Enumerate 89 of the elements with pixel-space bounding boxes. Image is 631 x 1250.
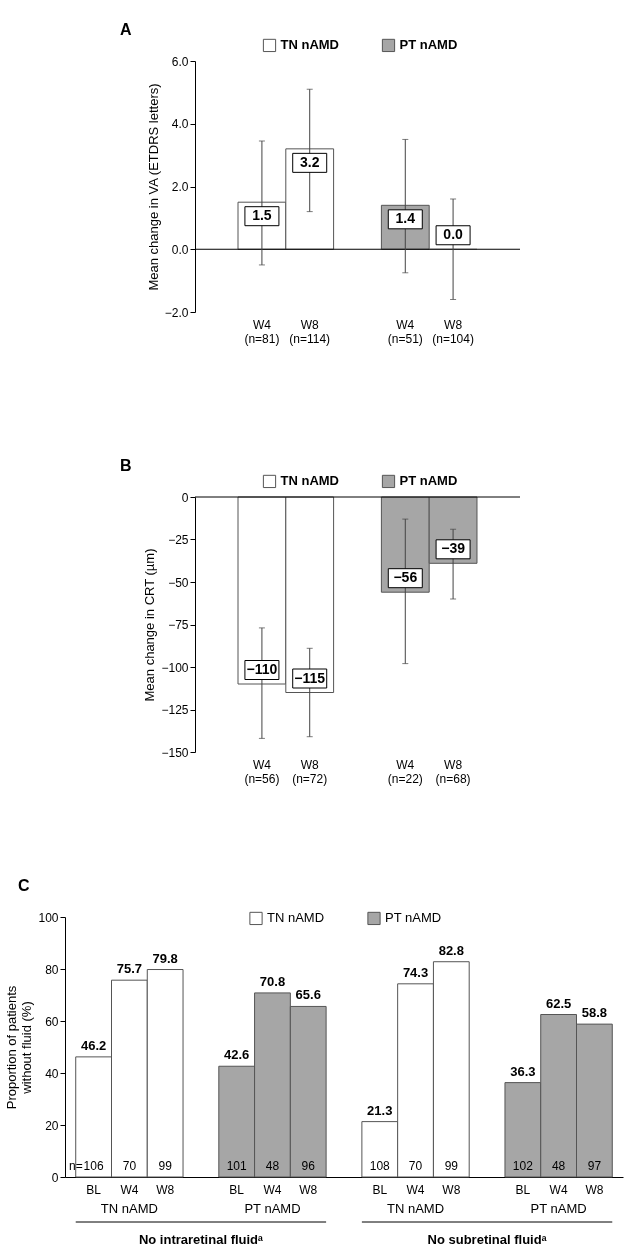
x-tick-label: W8 (n=114) [289, 317, 331, 346]
x-tick-label: W4 [549, 1182, 568, 1197]
x-tick-label: BL [229, 1182, 245, 1197]
data-label: 0.0 [443, 226, 464, 243]
chart-title: B [120, 457, 132, 474]
data-label: 42.6 [224, 1047, 250, 1063]
data-label: 36.3 [510, 1063, 536, 1079]
y-tick-label: −75 [168, 618, 189, 632]
annotation: 96 [301, 1159, 316, 1173]
data-label: 21.3 [367, 1102, 393, 1118]
y-tick-label: 4.0 [171, 117, 189, 132]
data-label: 1.5 [252, 207, 272, 224]
text: PT nAMD [244, 1201, 301, 1216]
legend-label: TN nAMD [267, 910, 325, 926]
x-tick-label: W4 [263, 1182, 282, 1197]
x-tick-label: W4 (n=22) [387, 757, 423, 786]
x-tick-label: W8 [156, 1182, 175, 1197]
x-tick-label: W4 (n=56) [244, 757, 280, 786]
text: No intraretinal fluidᵃ [138, 1232, 264, 1247]
data-label: 79.8 [152, 950, 178, 966]
y-axis-title: Proportion of patients without fluid (%) [4, 985, 35, 1110]
x-tick-label: W4 [120, 1182, 139, 1197]
annotation: 99 [444, 1159, 459, 1173]
x-tick-label: W8 (n=104) [432, 317, 474, 346]
y-tick-label: 80 [45, 962, 59, 977]
y-tick-label: 60 [45, 1014, 59, 1029]
y-tick-label: −150 [161, 745, 189, 760]
legend-label: PT nAMD [399, 473, 458, 489]
y-tick-label: 100 [38, 910, 59, 925]
y-tick-label: 0 [51, 1170, 59, 1185]
x-tick-label: W8 [585, 1182, 604, 1197]
y-tick-label: −25 [168, 533, 189, 547]
x-tick-label: W4 (n=81) [244, 317, 280, 346]
annotation: 48 [265, 1159, 280, 1173]
y-tick-label: 2.0 [171, 180, 189, 194]
annotation: n= [69, 1159, 83, 1173]
legend-label: PT nAMD [399, 37, 458, 53]
y-tick-label: −2.0 [164, 305, 189, 320]
x-tick-label: BL [372, 1182, 388, 1197]
y-axis-title: Mean change in VA (ETDRS letters) [145, 83, 161, 291]
data-label: 62.5 [545, 995, 572, 1011]
annotation: 48 [551, 1159, 566, 1173]
x-tick-label: W8 (n=68) [435, 757, 471, 786]
y-axis-title: Mean change in CRT (µm) [142, 548, 158, 702]
annotation: 106 [83, 1159, 104, 1173]
data-label: −115 [294, 669, 326, 686]
data-label: −56 [393, 569, 418, 586]
y-tick-label: −125 [161, 703, 189, 717]
x-tick-label: BL [515, 1182, 531, 1197]
x-tick-label: W4 [406, 1182, 425, 1197]
y-tick-label: 0.0 [171, 242, 189, 257]
annotation: 102 [512, 1159, 534, 1173]
annotation: 108 [369, 1159, 391, 1173]
annotation: 101 [226, 1159, 248, 1173]
data-label: 46.2 [80, 1037, 107, 1053]
annotation: 97 [587, 1159, 602, 1173]
chart-title: C [18, 877, 30, 894]
y-tick-label: 6.0 [171, 54, 189, 69]
y-tick-label: −100 [161, 660, 189, 675]
data-label: −39 [441, 540, 466, 557]
data-label: 1.4 [395, 210, 416, 227]
annotation: 70 [408, 1159, 423, 1173]
x-tick-label: W8 [299, 1182, 318, 1197]
data-label: 75.7 [116, 961, 143, 977]
text: TN nAMD [387, 1201, 445, 1216]
annotation: 99 [158, 1159, 173, 1173]
chart-title: A [120, 21, 132, 38]
annotation: 70 [122, 1159, 137, 1173]
text: TN nAMD [100, 1201, 158, 1216]
legend-label: TN nAMD [280, 37, 339, 53]
legend-label: PT nAMD [385, 910, 442, 926]
data-label: −110 [246, 661, 278, 677]
data-label: 82.8 [438, 942, 464, 958]
text: PT nAMD [530, 1201, 587, 1216]
y-tick-label: 40 [45, 1066, 59, 1081]
data-label: 70.8 [259, 973, 286, 989]
data-label: 3.2 [299, 153, 320, 170]
y-tick-label: 20 [45, 1118, 59, 1133]
y-tick-label: −50 [168, 575, 189, 590]
data-label: 74.3 [402, 964, 429, 980]
data-label: 65.6 [295, 987, 321, 1003]
legend-label: TN nAMD [280, 473, 339, 489]
x-tick-label: W4 (n=51) [387, 317, 423, 346]
y-tick-label: 0 [181, 490, 189, 505]
x-tick-label: W8 (n=72) [292, 757, 328, 786]
x-tick-label: BL [86, 1182, 102, 1197]
x-tick-label: W8 [442, 1182, 461, 1197]
text: No subretinal fluidᵃ [427, 1232, 547, 1247]
data-label: 58.8 [581, 1005, 608, 1021]
